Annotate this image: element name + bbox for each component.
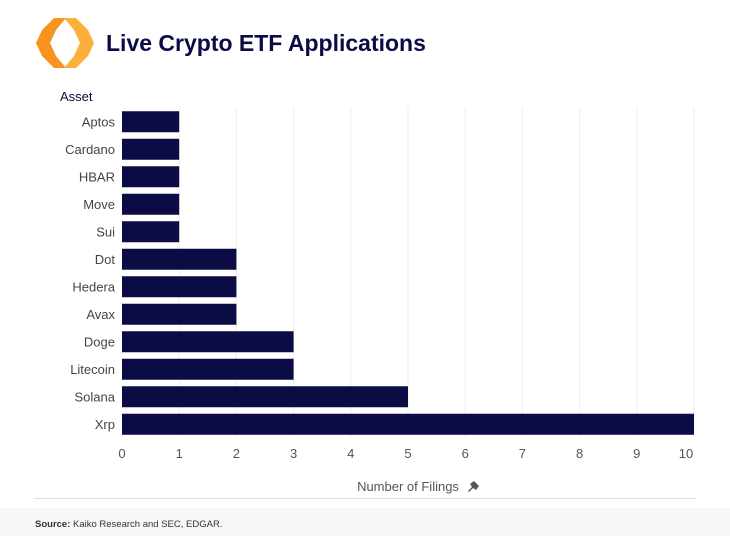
x-tick-label: 7 [519,446,526,461]
divider [34,498,696,499]
bar-move [122,193,180,215]
x-tick-label: 4 [347,446,354,461]
y-tick-label: Litecoin [70,362,115,377]
y-tick-label: Aptos [82,114,116,129]
kaiko-logo [36,18,94,68]
bar-chart: 0 1 2 3 4 5 6 7 8 9 10 Asset Aptos Cardano HBAR Move Sui… [60,89,695,494]
page-title: Live Crypto ETF Applications [106,30,426,56]
pin-icon[interactable] [468,481,479,492]
y-tick-label: Avax [86,307,115,322]
bar-avax [122,303,237,325]
x-tick-label: 8 [576,446,583,461]
y-tick-label: Cardano [65,142,115,157]
x-axis-title: Number of Filings [357,479,459,494]
x-tick-label: 1 [176,446,183,461]
bar-doge [122,331,294,353]
y-axis-title: Asset [60,89,93,104]
bar-solana [122,386,408,408]
y-tick-label: HBAR [79,169,115,184]
y-tick-label: Move [83,197,115,212]
bar-sui [122,221,180,243]
y-tick-label: Xrp [95,417,115,432]
source-label: Source: [35,519,71,530]
x-tick-label: 6 [462,446,469,461]
bar-aptos [122,111,180,133]
x-tick-label: 9 [633,446,640,461]
x-tick-label: 3 [290,446,297,461]
bar-hedera [122,276,237,298]
x-tick-label: 2 [233,446,240,461]
bar-cardano [122,138,180,160]
source-text: Kaiko Research and SEC, EDGAR. [70,519,223,530]
y-tick-label: Doge [84,334,115,349]
x-tick-label: 10 [679,446,693,461]
y-tick-label: Hedera [72,279,115,294]
y-tick-label: Dot [95,252,116,267]
x-tick-label: 0 [118,446,125,461]
footer [0,508,730,536]
y-tick-label: Solana [75,389,116,404]
bar-litecoin [122,358,294,380]
bar-xrp [122,413,694,435]
bar-dot [122,248,237,270]
x-tick-label: 5 [404,446,411,461]
y-tick-label: Sui [96,224,115,239]
bar-hbar [122,166,180,188]
source-note: Source: Kaiko Research and SEC, EDGAR. [35,519,222,530]
